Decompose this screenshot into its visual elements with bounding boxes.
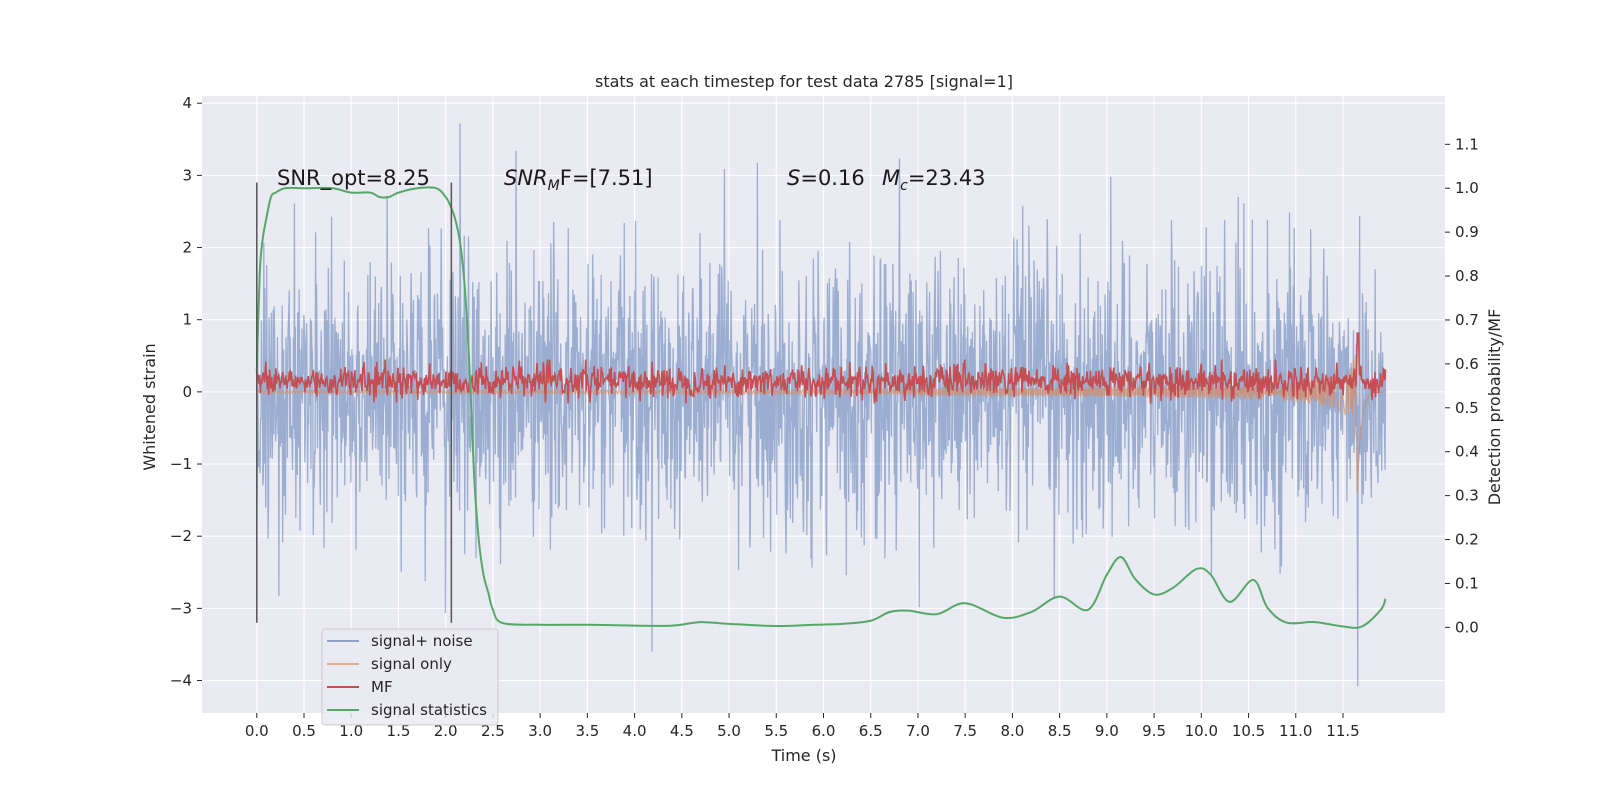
x-tick-label: 8.0 (1000, 722, 1024, 740)
y2-tick-label: 0.4 (1455, 443, 1479, 461)
y2-tick-label: 0.0 (1455, 618, 1479, 636)
y-tick-label: 4 (182, 94, 192, 112)
x-tick-label: 1.0 (339, 722, 363, 740)
y-tick-label: 0 (182, 383, 192, 401)
series-line-signal-statistics (255, 186, 1387, 629)
legend-label-mf: MF (371, 678, 393, 696)
y2-tick-label: 0.5 (1455, 399, 1479, 417)
x-tick-label: 6.5 (859, 722, 883, 740)
annotation-snr-mf-subscript: M (548, 178, 560, 194)
chart-title: stats at each timestep for test data 278… (595, 72, 1013, 91)
x-tick-label: 0.0 (245, 722, 269, 740)
x-tick-label: 7.5 (953, 722, 977, 740)
x-tick-label: 11.5 (1326, 722, 1359, 740)
y2-tick-label: 0.6 (1455, 355, 1479, 373)
y2-tick-label: 0.1 (1455, 574, 1479, 592)
annotation-mc-value: =23.43 (908, 166, 986, 190)
legend-label-signal-noise: signal+ noise (371, 632, 473, 650)
y-axis-label: Whitened strain (140, 343, 159, 470)
y2-tick-label: 1.1 (1455, 135, 1479, 153)
y2-tick-label: 0.3 (1455, 487, 1479, 505)
y-tick-label: −1 (170, 455, 192, 473)
annotation-s: S=0.16 (787, 166, 865, 190)
y-tick-label: 1 (182, 311, 192, 329)
legend: signal+ noise signal only MF signal stat… (321, 628, 499, 726)
series-line-mf (255, 332, 1387, 404)
x-tick-label: 7.0 (906, 722, 930, 740)
x-tick-label: 10.0 (1185, 722, 1218, 740)
legend-label-signal-statistics: signal statistics (371, 701, 487, 719)
y2-tick-label: 1.0 (1455, 179, 1479, 197)
x-tick-label: 10.5 (1232, 722, 1265, 740)
x-tick-label: 0.5 (292, 722, 316, 740)
annotation-s-value: =0.16 (800, 166, 864, 190)
annotation-mc: Mc=23.43 (882, 166, 986, 194)
x-tick-label: 9.0 (1095, 722, 1119, 740)
x-tick-label: 3.0 (528, 722, 552, 740)
x-tick-label: 5.0 (717, 722, 741, 740)
y2-axis-label: Detection probability/MF (1485, 309, 1504, 506)
annotation-mc-symbol: M (882, 166, 900, 190)
x-tick-label: 2.5 (481, 722, 505, 740)
y-tick-label: 2 (182, 239, 192, 257)
legend-label-signal-only: signal only (371, 655, 452, 673)
x-tick-label: 2.0 (434, 722, 458, 740)
y-tick-label: −3 (170, 599, 192, 617)
x-tick-label: 3.5 (575, 722, 599, 740)
x-tick-label: 4.5 (670, 722, 694, 740)
annotation-snr-mf: SNRMF=[7.51] (504, 166, 653, 194)
annotation-s-symbol: S (787, 166, 800, 190)
annotation-snr-mf-symbol: SNR (504, 166, 548, 190)
x-tick-label: 1.5 (387, 722, 411, 740)
y-tick-label: −4 (170, 672, 192, 690)
x-tick-label: 6.0 (812, 722, 836, 740)
legend-frame (321, 628, 499, 726)
x-tick-label: 4.0 (623, 722, 647, 740)
y-tick-label: −2 (170, 527, 192, 545)
y2-tick-label: 0.8 (1455, 267, 1479, 285)
x-tick-label: 5.5 (764, 722, 788, 740)
annotation-mc-subscript: c (900, 178, 908, 194)
series-line-signal-noise (256, 123, 1387, 687)
x-axis-label: Time (s) (770, 746, 836, 765)
annotation-snr-mf-value: F=[7.51] (560, 166, 653, 190)
x-tick-label: 8.5 (1048, 722, 1072, 740)
y2-tick-label: 0.2 (1455, 531, 1479, 549)
x-tick-label: 9.5 (1142, 722, 1166, 740)
x-tick-label: 11.0 (1279, 722, 1312, 740)
y-tick-label: 3 (182, 166, 192, 184)
annotation-snr-opt: SNR_opt=8.25 (277, 166, 430, 191)
y2-tick-label: 0.9 (1455, 223, 1479, 241)
y2-tick-label: 0.7 (1455, 311, 1479, 329)
